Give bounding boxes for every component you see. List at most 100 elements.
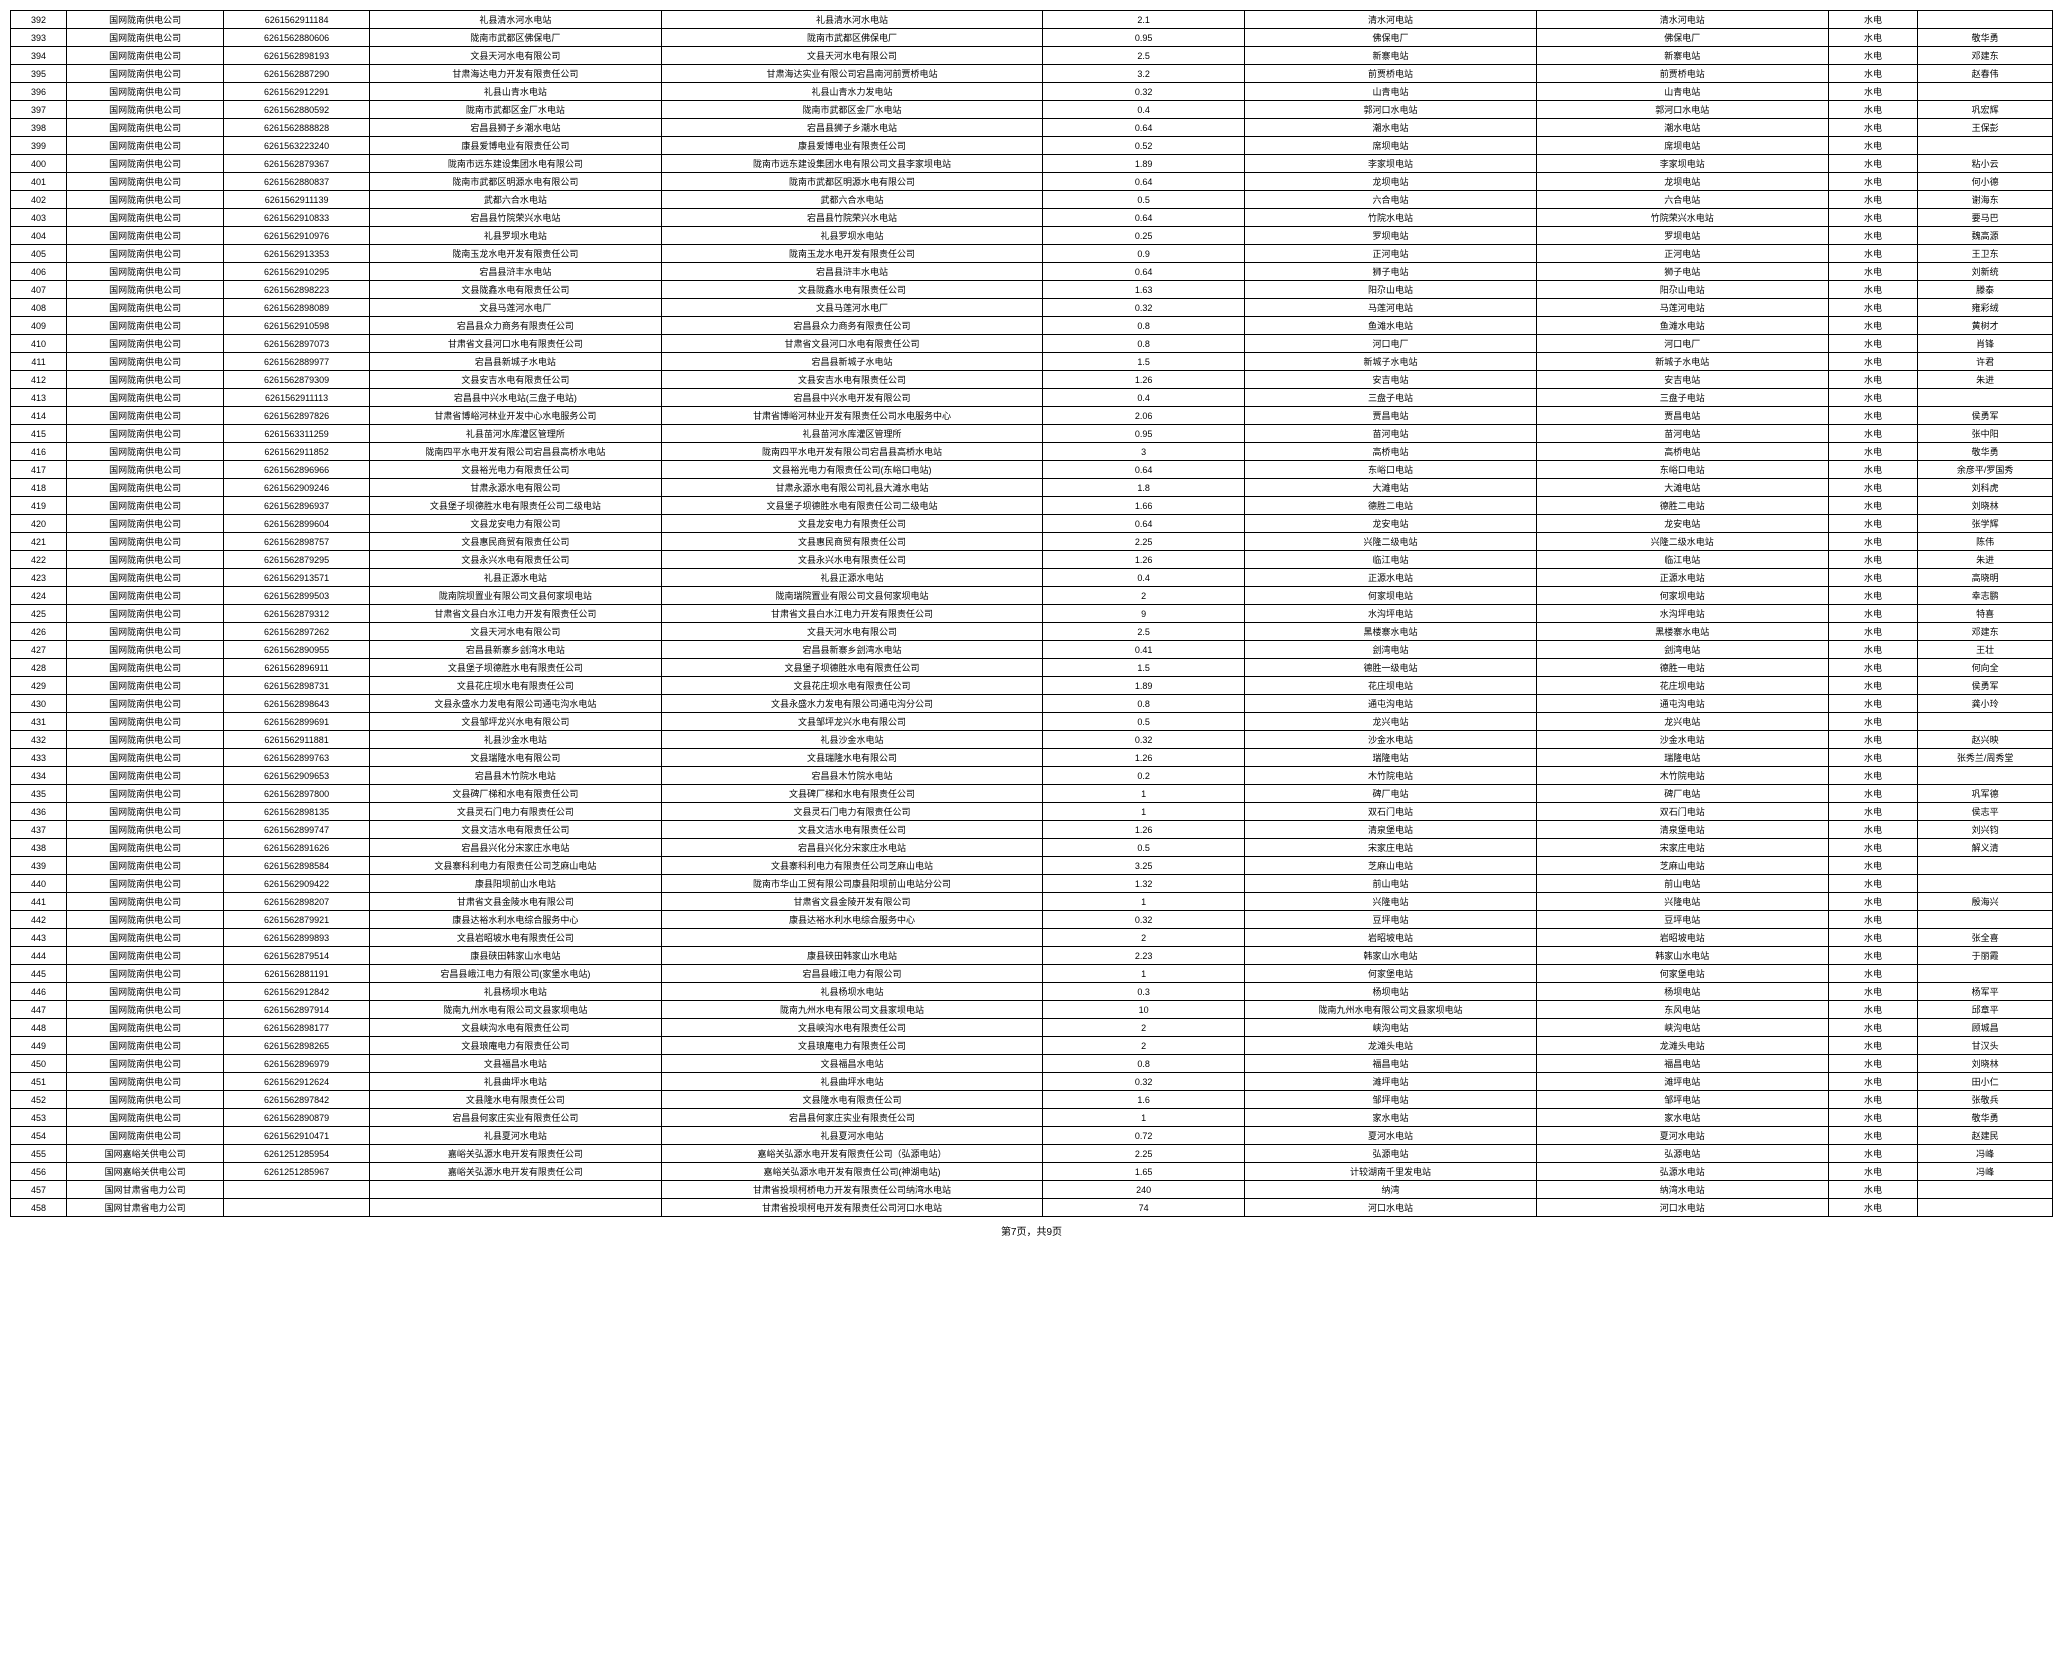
- table-cell: 0.32: [1043, 299, 1245, 317]
- table-row: 435国网陇南供电公司6261562897800文县碑厂梯和水电有限责任公司文县…: [11, 785, 2053, 803]
- table-cell: 6261562897073: [224, 335, 370, 353]
- table-cell: 宕昌县新寨乡刽湾水电站: [370, 641, 662, 659]
- table-cell: 文县惠民商贸有限责任公司: [370, 533, 662, 551]
- table-cell: [1918, 137, 2053, 155]
- table-cell: 文县邹坪龙兴水电有限公司: [370, 713, 662, 731]
- table-cell: 0.64: [1043, 263, 1245, 281]
- table-cell: 0.32: [1043, 83, 1245, 101]
- table-cell: 余彦平/罗国秀: [1918, 461, 2053, 479]
- table-cell: 1: [1043, 893, 1245, 911]
- table-cell: 弘源电站: [1536, 1145, 1828, 1163]
- table-cell: 2: [1043, 1037, 1245, 1055]
- table-cell: 朱进: [1918, 551, 2053, 569]
- table-cell: 398: [11, 119, 67, 137]
- table-cell: 文县永兴水电有限责任公司: [661, 551, 1042, 569]
- table-row: 407国网陇南供电公司6261562898223文县陇鑫水电有限责任公司文县陇鑫…: [11, 281, 2053, 299]
- table-cell: 宕昌县浒丰水电站: [370, 263, 662, 281]
- table-row: 444国网陇南供电公司6261562879514康县硖田韩家山水电站康县硖田韩家…: [11, 947, 2053, 965]
- table-cell: 6261562887290: [224, 65, 370, 83]
- table-row: 453国网陇南供电公司6261562890879宕昌县何家庄实业有限责任公司宕昌…: [11, 1109, 2053, 1127]
- table-cell: [661, 929, 1042, 947]
- table-cell: 甘肃永源水电有限公司礼县大滩水电站: [661, 479, 1042, 497]
- table-cell: 刘兴钧: [1918, 821, 2053, 839]
- table-row: 394国网陇南供电公司6261562898193文县天河水电有限公司文县天河水电…: [11, 47, 2053, 65]
- table-cell: 458: [11, 1199, 67, 1217]
- table-cell: 434: [11, 767, 67, 785]
- table-cell: 407: [11, 281, 67, 299]
- table-cell: 幸志鹏: [1918, 587, 2053, 605]
- table-cell: 武都六合水电站: [661, 191, 1042, 209]
- table-cell: 74: [1043, 1199, 1245, 1217]
- table-cell: 2.23: [1043, 947, 1245, 965]
- table-cell: 水电: [1828, 1055, 1918, 1073]
- table-cell: 文县永兴水电有限责任公司: [370, 551, 662, 569]
- table-cell: 432: [11, 731, 67, 749]
- table-cell: 甘肃省博峪河林业开发中心水电服务公司: [370, 407, 662, 425]
- table-cell: 国网甘肃省电力公司: [67, 1181, 224, 1199]
- table-cell: 沙金水电站: [1536, 731, 1828, 749]
- table-cell: 宕昌县中兴水电站(三盘子电站): [370, 389, 662, 407]
- table-cell: 406: [11, 263, 67, 281]
- table-cell: 6261563223240: [224, 137, 370, 155]
- table-cell: 邓建东: [1918, 623, 2053, 641]
- table-cell: 鱼滩水电站: [1536, 317, 1828, 335]
- table-cell: 2: [1043, 929, 1245, 947]
- table-cell: 水电: [1828, 155, 1918, 173]
- table-cell: 452: [11, 1091, 67, 1109]
- table-cell: 陇南市武都区金厂水电站: [370, 101, 662, 119]
- table-cell: 德胜一电站: [1536, 659, 1828, 677]
- table-cell: 刘晓林: [1918, 497, 2053, 515]
- table-cell: 6261562897262: [224, 623, 370, 641]
- table-cell: 421: [11, 533, 67, 551]
- table-cell: 文县天河水电有限公司: [370, 623, 662, 641]
- table-cell: 水电: [1828, 65, 1918, 83]
- table-cell: 441: [11, 893, 67, 911]
- table-cell: 福昌电站: [1245, 1055, 1537, 1073]
- table-cell: 兴隆电站: [1245, 893, 1537, 911]
- table-cell: 礼县罗坝水电站: [370, 227, 662, 245]
- table-cell: 杨军平: [1918, 983, 2053, 1001]
- table-cell: 何小德: [1918, 173, 2053, 191]
- table-cell: 水电: [1828, 515, 1918, 533]
- table-row: 399国网陇南供电公司6261563223240康县爱博电业有限责任公司康县爱博…: [11, 137, 2053, 155]
- table-cell: 礼县沙金水电站: [661, 731, 1042, 749]
- table-cell: 陇南四平水电开发有限公司宕昌县高桥水电站: [370, 443, 662, 461]
- table-cell: 0.64: [1043, 515, 1245, 533]
- table-row: 430国网陇南供电公司6261562898643文县永盛水力发电有限公司通屯沟水…: [11, 695, 2053, 713]
- table-cell: 6261562898731: [224, 677, 370, 695]
- table-cell: 国网陇南供电公司: [67, 677, 224, 695]
- table-cell: 399: [11, 137, 67, 155]
- table-cell: [370, 1181, 662, 1199]
- table-cell: 水电: [1828, 1073, 1918, 1091]
- table-cell: 肖锋: [1918, 335, 2053, 353]
- table-cell: 潮水电站: [1536, 119, 1828, 137]
- table-cell: 张学辉: [1918, 515, 2053, 533]
- table-cell: 甘肃省文县白水江电力开发有限责任公司: [661, 605, 1042, 623]
- table-cell: 殷海兴: [1918, 893, 2053, 911]
- table-cell: 水电: [1828, 173, 1918, 191]
- table-row: 424国网陇南供电公司6261562899503陇南院坝置业有限公司文县何家坝电…: [11, 587, 2053, 605]
- table-cell: 0.4: [1043, 569, 1245, 587]
- table-cell: 0.5: [1043, 839, 1245, 857]
- table-cell: 弘源电站: [1245, 1145, 1537, 1163]
- table-cell: 张中阳: [1918, 425, 2053, 443]
- table-cell: 0.5: [1043, 713, 1245, 731]
- table-cell: 甘汉头: [1918, 1037, 2053, 1055]
- table-cell: 国网陇南供电公司: [67, 479, 224, 497]
- table-cell: 0.41: [1043, 641, 1245, 659]
- table-cell: 水电: [1828, 191, 1918, 209]
- table-cell: [1918, 911, 2053, 929]
- table-cell: 文县文洁水电有限责任公司: [370, 821, 662, 839]
- table-cell: 水电: [1828, 443, 1918, 461]
- table-cell: 文县天河水电有限公司: [661, 47, 1042, 65]
- table-cell: 宕昌县众力商务有限责任公司: [661, 317, 1042, 335]
- table-cell: 临江电站: [1536, 551, 1828, 569]
- table-cell: 水电: [1828, 11, 1918, 29]
- table-cell: 水电: [1828, 47, 1918, 65]
- table-cell: 水电: [1828, 335, 1918, 353]
- table-cell: 水电: [1828, 353, 1918, 371]
- table-cell: 447: [11, 1001, 67, 1019]
- table-row: 396国网陇南供电公司6261562912291礼县山青水电站礼县山青水力发电站…: [11, 83, 2053, 101]
- table-cell: 阳尕山电站: [1536, 281, 1828, 299]
- table-cell: 403: [11, 209, 67, 227]
